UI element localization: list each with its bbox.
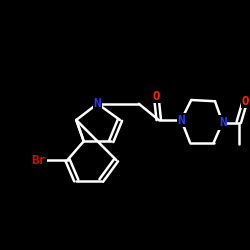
Text: N: N	[219, 116, 226, 129]
Text: O: O	[241, 95, 249, 108]
Text: Br: Br	[31, 154, 46, 166]
Text: O: O	[152, 90, 160, 103]
Text: N: N	[178, 114, 185, 126]
Text: N: N	[94, 97, 101, 110]
